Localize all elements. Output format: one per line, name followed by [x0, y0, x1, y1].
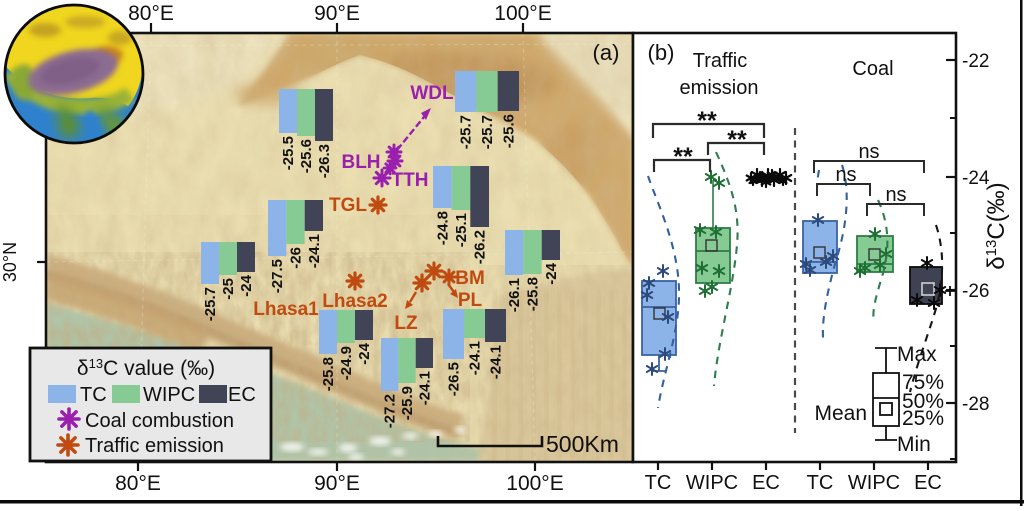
- svg-text:Lhasa2: Lhasa2: [322, 291, 387, 312]
- svg-text:δ13C(‰): δ13C(‰): [983, 182, 1010, 269]
- svg-text:-26.2: -26.2: [472, 230, 489, 264]
- svg-text:50%: 50%: [902, 390, 944, 413]
- svg-text:TC: TC: [645, 472, 672, 494]
- svg-text:-26.5: -26.5: [446, 362, 463, 396]
- svg-text:100°E: 100°E: [494, 2, 551, 25]
- svg-text:PL: PL: [458, 290, 483, 311]
- svg-text:-24.1: -24.1: [416, 371, 433, 405]
- svg-text:Traffic emission: Traffic emission: [85, 435, 224, 457]
- svg-text:-26: -26: [288, 247, 305, 269]
- svg-text:-25.1: -25.1: [453, 213, 470, 247]
- svg-text:-25.7: -25.7: [479, 115, 496, 149]
- svg-text:EC: EC: [914, 472, 942, 494]
- svg-text:TGL: TGL: [329, 195, 367, 216]
- svg-text:TTH: TTH: [392, 170, 429, 191]
- svg-text:-25.8: -25.8: [320, 357, 337, 391]
- svg-text:WIPC: WIPC: [686, 472, 738, 494]
- svg-text:TC: TC: [807, 472, 834, 494]
- svg-text:-25.5: -25.5: [280, 136, 297, 170]
- svg-text:LZ: LZ: [394, 313, 418, 334]
- svg-text:100°E: 100°E: [506, 472, 563, 495]
- svg-text:**: **: [697, 107, 717, 135]
- svg-text:90°E: 90°E: [314, 472, 360, 495]
- svg-text:**: **: [727, 126, 747, 154]
- svg-text:Coal: Coal: [852, 58, 893, 80]
- svg-text:ns: ns: [858, 141, 879, 163]
- svg-text:-26: -26: [962, 281, 989, 302]
- svg-text:-27.2: -27.2: [382, 394, 399, 428]
- svg-text:-24: -24: [238, 274, 255, 296]
- svg-text:25%: 25%: [902, 407, 944, 430]
- svg-text:TC: TC: [80, 384, 107, 406]
- svg-text:500Km: 500Km: [546, 431, 619, 457]
- svg-text:-27.5: -27.5: [269, 259, 286, 293]
- svg-text:(b): (b): [648, 40, 675, 65]
- svg-text:ns: ns: [885, 184, 906, 206]
- svg-text:75%: 75%: [902, 371, 944, 394]
- svg-text:EC: EC: [752, 472, 780, 494]
- svg-text:-24: -24: [356, 342, 373, 364]
- svg-text:Lhasa1: Lhasa1: [253, 299, 319, 320]
- svg-text:-24.9: -24.9: [338, 346, 355, 380]
- svg-text:**: **: [673, 143, 693, 171]
- svg-text:-25.9: -25.9: [399, 386, 416, 420]
- svg-text:-25.7: -25.7: [458, 115, 475, 149]
- svg-text:-24: -24: [543, 262, 560, 284]
- svg-text:-25.8: -25.8: [525, 277, 542, 311]
- svg-text:-24.1: -24.1: [467, 341, 484, 375]
- svg-text:80°E: 80°E: [128, 2, 174, 25]
- svg-text:-25: -25: [220, 278, 237, 300]
- svg-text:-22: -22: [962, 51, 989, 72]
- svg-text:-25.6: -25.6: [500, 114, 517, 148]
- svg-text:-24.1: -24.1: [306, 234, 323, 268]
- svg-text:Mean: Mean: [814, 402, 867, 425]
- svg-text:-25.6: -25.6: [298, 139, 315, 173]
- svg-text:-26.1: -26.1: [506, 278, 523, 312]
- svg-text:-25.7: -25.7: [202, 287, 219, 321]
- svg-text:WDL: WDL: [410, 83, 454, 104]
- svg-text:WIPC: WIPC: [143, 384, 195, 406]
- svg-text:30°N: 30°N: [0, 242, 20, 282]
- svg-text:Coal combustion: Coal combustion: [85, 410, 234, 432]
- svg-text:WIPC: WIPC: [848, 472, 900, 494]
- svg-text:(a): (a): [593, 40, 620, 65]
- svg-text:Traffic: Traffic: [693, 50, 747, 72]
- svg-text:ns: ns: [835, 164, 856, 186]
- svg-text:Max: Max: [897, 343, 937, 366]
- svg-text:emission: emission: [680, 77, 759, 99]
- svg-text:-24: -24: [962, 168, 990, 189]
- svg-text:BM: BM: [455, 268, 485, 289]
- svg-text:EC: EC: [228, 384, 256, 406]
- svg-text:Min: Min: [897, 433, 931, 456]
- svg-text:BLH: BLH: [341, 152, 380, 173]
- svg-text:δ13C value (‰): δ13C value (‰): [77, 356, 215, 380]
- svg-text:80°E: 80°E: [115, 472, 161, 495]
- svg-text:-24.1: -24.1: [488, 345, 505, 379]
- svg-text:-24.8: -24.8: [434, 211, 451, 245]
- svg-text:-28: -28: [962, 394, 989, 415]
- svg-text:90°E: 90°E: [314, 2, 360, 25]
- svg-text:-26.3: -26.3: [316, 144, 333, 178]
